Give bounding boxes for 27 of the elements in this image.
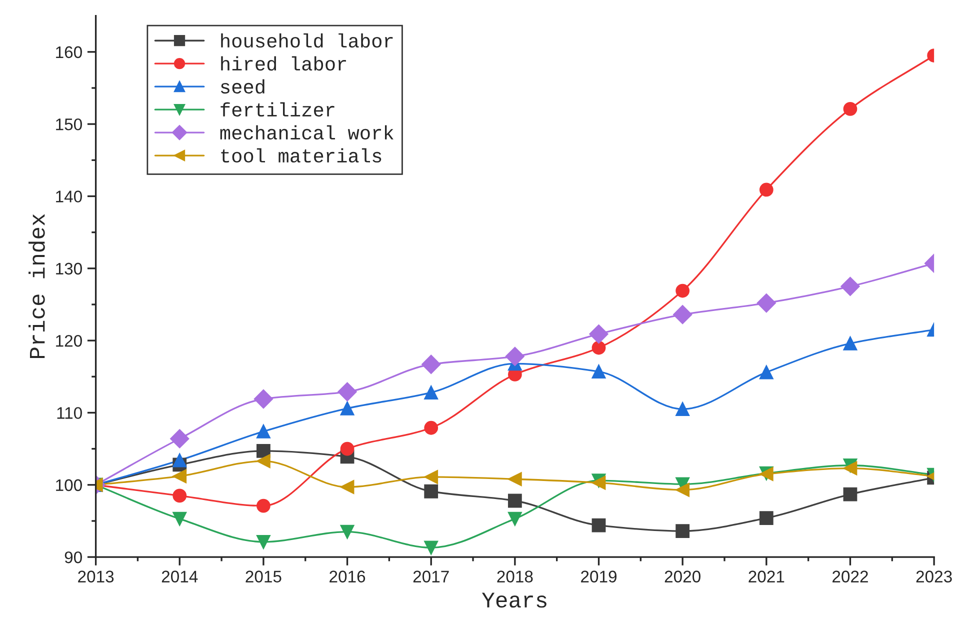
x-tick-label: 2020 bbox=[664, 570, 700, 582]
y-tick-label: 90 bbox=[64, 551, 82, 564]
x-tick-label: 2017 bbox=[413, 570, 449, 582]
x-tick-label: 2014 bbox=[162, 570, 198, 582]
x-tick-label: 2018 bbox=[497, 570, 533, 582]
legend-label: seed bbox=[220, 79, 264, 94]
y-tick-label: 160 bbox=[56, 46, 82, 58]
legend-label: mechanical work bbox=[220, 125, 394, 140]
x-tick-label: 2022 bbox=[832, 570, 868, 582]
x-tick-label: 2023 bbox=[916, 570, 952, 582]
x-tick-label: 2019 bbox=[581, 570, 616, 582]
legend-label: fertilizer bbox=[220, 102, 334, 117]
legend-label: hired labor bbox=[221, 56, 346, 71]
y-tick-label: 140 bbox=[56, 190, 82, 202]
x-axis-title: Years bbox=[482, 592, 546, 608]
x-tick-label: 2021 bbox=[748, 570, 784, 582]
x-tick-label: 2013 bbox=[78, 570, 114, 582]
x-tick-label: 2016 bbox=[330, 570, 366, 582]
y-tick-label: 110 bbox=[57, 407, 82, 419]
legend-label: household labor bbox=[221, 33, 393, 48]
y-tick-label: 120 bbox=[56, 334, 82, 347]
y-axis-title: Price index bbox=[28, 214, 45, 358]
legend-label: tool materials bbox=[221, 148, 382, 163]
y-tick-label: 100 bbox=[56, 479, 82, 492]
x-tick-label: 2015 bbox=[246, 570, 282, 582]
y-tick-label: 150 bbox=[56, 118, 82, 130]
y-tick-label: 130 bbox=[56, 262, 82, 275]
